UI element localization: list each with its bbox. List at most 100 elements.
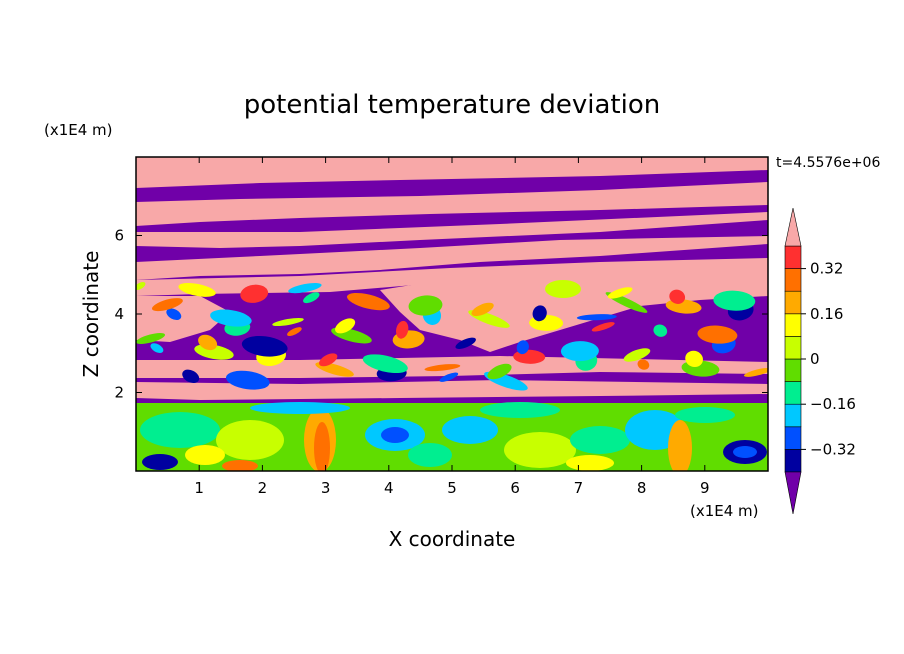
colorbar-box-3 <box>784 381 802 405</box>
contour-region-25 <box>439 372 459 382</box>
contour-region-38 <box>455 337 476 349</box>
y-tick-label-2: 6 <box>114 227 124 245</box>
contour-region-43 <box>319 353 338 367</box>
y-tick-label-1: 4 <box>114 305 124 323</box>
contour-region-23 <box>240 284 269 303</box>
contour-region-76 <box>442 416 498 444</box>
contour-region-45 <box>516 340 529 355</box>
x-tick-label-6: 7 <box>574 479 584 497</box>
colorbar-label-4: −0.32 <box>810 440 856 458</box>
x-tick-label-2: 3 <box>321 479 331 497</box>
colorbar-box-2 <box>784 403 802 428</box>
contour-region-87 <box>408 443 452 467</box>
contour-region-90 <box>675 407 735 423</box>
contour-region-37 <box>346 292 390 311</box>
contour-field <box>136 157 768 471</box>
x-tick-label-1: 2 <box>258 479 268 497</box>
contour-region-41 <box>743 367 768 377</box>
contour-region-52 <box>560 341 599 362</box>
contour-region-68 <box>241 335 288 357</box>
time-label: t=4.5576e+06 <box>776 155 880 171</box>
contour-region-17 <box>287 327 302 337</box>
x-axis-label: X coordinate <box>389 527 516 551</box>
contour-region-16 <box>178 282 216 297</box>
contour-region-58 <box>532 305 547 322</box>
x-tick-label-7: 8 <box>637 479 647 497</box>
colorbar-box-1 <box>784 426 802 450</box>
colorbar-label-1: 0.16 <box>810 305 843 323</box>
colorbar-box-0 <box>784 449 802 473</box>
x-tick-label-0: 1 <box>194 479 204 497</box>
contour-region-83 <box>185 445 225 465</box>
contour-region-57 <box>424 364 461 372</box>
contour-band-1 <box>136 182 768 226</box>
y-axis: 2 4 6 <box>114 227 768 402</box>
contour-region-73 <box>314 422 330 471</box>
colorbar-extend-below <box>784 471 802 515</box>
colorbar: 0.32 0.16 0 −0.16 −0.32 <box>784 207 856 515</box>
contour-region-78 <box>570 426 630 454</box>
contour-region-40 <box>653 324 668 337</box>
x-tick-label-3: 4 <box>384 479 394 497</box>
contour-region-53 <box>669 289 686 304</box>
colorbar-box-5 <box>784 336 802 360</box>
colorbar-box-7 <box>784 290 802 315</box>
y-axis-label: Z coordinate <box>79 251 103 378</box>
contour-region-77 <box>504 432 576 468</box>
plot-area <box>136 157 768 471</box>
contour-region-50 <box>362 354 408 374</box>
contour-region-22 <box>150 343 164 353</box>
contour-region-59 <box>623 348 651 362</box>
contour-region-75 <box>381 427 409 443</box>
contour-region-55 <box>225 370 270 390</box>
contour-region-67 <box>151 298 183 312</box>
x-tick-label-4: 5 <box>447 479 457 497</box>
contour-region-66 <box>685 350 703 368</box>
contour-region-39 <box>545 280 581 298</box>
contour-region-86 <box>250 402 350 414</box>
contour-region-49 <box>272 317 304 327</box>
contour-region-65 <box>576 314 617 321</box>
contour-region-84 <box>142 454 178 470</box>
contour-region-9 <box>136 282 146 290</box>
contour-region-27 <box>637 359 650 370</box>
colorbar-box-6 <box>784 313 802 337</box>
colorbar-label-0: 0.32 <box>810 260 843 278</box>
colorbar-extend-above <box>784 207 802 247</box>
contour-region-63 <box>396 320 409 339</box>
contour-region-71 <box>216 420 284 460</box>
contour-region-70 <box>140 412 220 448</box>
contour-region-30 <box>303 292 320 304</box>
contour-region-48 <box>182 369 200 384</box>
contour-band-2 <box>136 212 768 248</box>
contour-region-46 <box>607 287 633 299</box>
contour-band-0 <box>136 157 768 188</box>
x-tick-label-8: 9 <box>700 479 710 497</box>
x-tick-label-5: 6 <box>510 479 520 497</box>
contour-region-42 <box>210 309 252 327</box>
contour-band-3 <box>136 236 768 280</box>
contour-region-80 <box>668 420 692 471</box>
contour-region-88 <box>566 455 614 471</box>
contour-region-56 <box>335 318 356 334</box>
contour-region-47 <box>697 325 738 344</box>
colorbar-box-9 <box>784 245 802 269</box>
x-axis-unit: (x1E4 m) <box>690 502 759 520</box>
colorbar-label-2: 0 <box>810 350 820 368</box>
contour-region-51 <box>471 302 494 317</box>
contour-region-82 <box>733 446 757 458</box>
contour-region-54 <box>136 333 166 344</box>
contour-region-60 <box>713 290 756 311</box>
contour-region-89 <box>222 460 258 471</box>
contour-region-33 <box>591 322 615 332</box>
colorbar-box-4 <box>784 358 802 382</box>
contour-region-44 <box>408 295 443 316</box>
y-axis-unit: (x1E4 m) <box>44 121 113 139</box>
contour-band-5 <box>380 264 768 352</box>
y-tick-label-0: 2 <box>114 384 124 402</box>
chart-title: potential temperature deviation <box>244 90 660 120</box>
contour-region-64 <box>487 363 512 380</box>
x-axis: 1 2 3 4 5 6 7 8 9 <box>194 157 710 497</box>
colorbar-label-3: −0.16 <box>810 395 856 413</box>
